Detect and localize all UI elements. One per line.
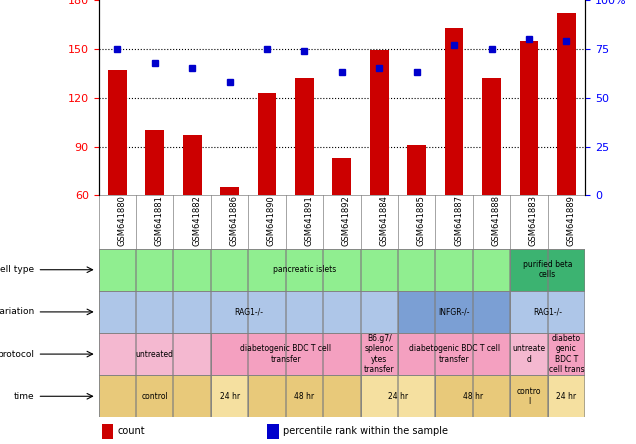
Text: control: control <box>141 392 168 401</box>
Bar <box>102 424 113 439</box>
Text: pancreatic islets: pancreatic islets <box>273 265 336 274</box>
Text: diabetogenic BDC T cell
transfer: diabetogenic BDC T cell transfer <box>240 345 331 364</box>
Bar <box>557 13 576 195</box>
Text: INFGR-/-: INFGR-/- <box>438 307 470 317</box>
Bar <box>520 41 538 195</box>
Bar <box>99 291 398 333</box>
Bar <box>248 375 361 417</box>
Text: contro
l: contro l <box>516 387 541 406</box>
Text: protocol: protocol <box>0 349 34 359</box>
Bar <box>436 375 510 417</box>
Text: cell type: cell type <box>0 265 34 274</box>
Text: RAG1-/-: RAG1-/- <box>533 307 562 317</box>
Text: genotype/variation: genotype/variation <box>0 307 34 317</box>
Text: 24 hr: 24 hr <box>388 392 408 401</box>
Text: GSM641882: GSM641882 <box>192 195 201 246</box>
Text: RAG1-/-: RAG1-/- <box>234 307 263 317</box>
Bar <box>99 375 211 417</box>
Text: untreate
d: untreate d <box>513 345 546 364</box>
Bar <box>146 130 164 195</box>
Bar <box>267 424 279 439</box>
Text: 24 hr: 24 hr <box>219 392 240 401</box>
Text: GSM641891: GSM641891 <box>305 195 314 246</box>
Text: purified beta
cells: purified beta cells <box>523 260 572 279</box>
Bar <box>99 249 510 291</box>
Bar <box>361 333 398 375</box>
Text: B6.g7/
splenoc
ytes
transfer: B6.g7/ splenoc ytes transfer <box>364 334 394 374</box>
Bar <box>295 78 314 195</box>
Bar <box>510 291 585 333</box>
Bar <box>333 158 351 195</box>
Bar <box>370 51 389 195</box>
Bar <box>361 375 436 417</box>
Bar <box>445 28 464 195</box>
Bar <box>99 333 211 375</box>
Bar <box>548 375 585 417</box>
Bar <box>482 78 501 195</box>
Text: GSM641883: GSM641883 <box>529 195 538 246</box>
Text: GSM641892: GSM641892 <box>342 195 351 246</box>
Text: GSM641890: GSM641890 <box>267 195 276 246</box>
Text: GSM641885: GSM641885 <box>417 195 425 246</box>
Bar <box>510 249 585 291</box>
Bar <box>398 333 510 375</box>
Text: GSM641889: GSM641889 <box>567 195 576 246</box>
Bar <box>407 145 426 195</box>
Text: GSM641881: GSM641881 <box>155 195 163 246</box>
Text: GSM641888: GSM641888 <box>492 195 501 246</box>
Text: percentile rank within the sample: percentile rank within the sample <box>283 426 448 436</box>
Text: diabetogenic BDC T cell
transfer: diabetogenic BDC T cell transfer <box>408 345 500 364</box>
Text: untreated: untreated <box>135 349 174 359</box>
Bar <box>258 93 277 195</box>
Text: 48 hr: 48 hr <box>294 392 314 401</box>
Text: 24 hr: 24 hr <box>556 392 576 401</box>
Bar <box>548 333 585 375</box>
Text: time: time <box>14 392 34 401</box>
Text: GSM641884: GSM641884 <box>379 195 388 246</box>
Text: diabeto
genic
BDC T
cell trans: diabeto genic BDC T cell trans <box>549 334 584 374</box>
Bar <box>183 135 202 195</box>
Bar <box>510 375 548 417</box>
Text: GSM641887: GSM641887 <box>454 195 463 246</box>
Text: 48 hr: 48 hr <box>463 392 483 401</box>
Bar <box>220 187 239 195</box>
Bar <box>398 291 510 333</box>
Text: count: count <box>118 426 145 436</box>
Text: GSM641880: GSM641880 <box>117 195 127 246</box>
Bar <box>108 70 127 195</box>
Bar <box>510 333 548 375</box>
Bar <box>211 375 248 417</box>
Bar <box>211 333 361 375</box>
Text: GSM641886: GSM641886 <box>230 195 238 246</box>
